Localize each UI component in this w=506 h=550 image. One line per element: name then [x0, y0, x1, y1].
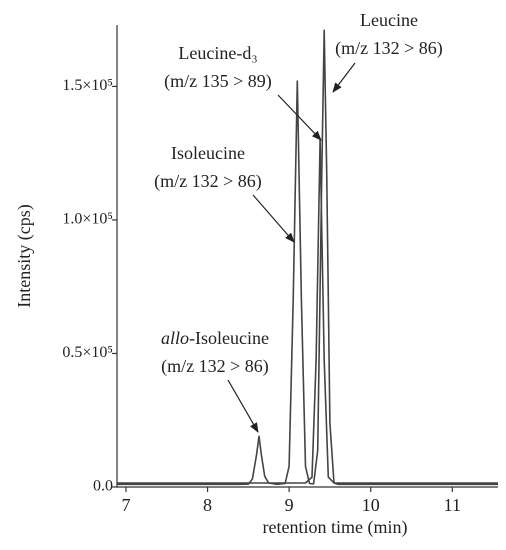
annotation-transition: (m/z 132 > 86) — [154, 171, 262, 192]
trace — [117, 139, 498, 484]
x-tick-label: 7 — [121, 495, 130, 515]
annotation-italic: allo — [161, 328, 189, 348]
x-tick-label: 9 — [285, 495, 294, 515]
y-tick-label: 1.0×10⁵ — [62, 211, 113, 228]
y-tick-label: 0.0 — [93, 478, 113, 495]
annotation-label: allo-Isoleucine — [161, 328, 269, 348]
annotation-arrow — [252, 194, 295, 243]
x-tick-label: 10 — [362, 495, 380, 515]
trace — [117, 29, 498, 486]
annotation-transition: (m/z 132 > 86) — [335, 38, 443, 59]
annotation-name: Leucine-d₃ — [178, 43, 257, 63]
annotation-name: -Isoleucine — [189, 328, 269, 348]
y-axis-label: Intensity (cps) — [14, 204, 35, 307]
annotation-arrow — [277, 94, 322, 141]
x-tick-label: 8 — [203, 495, 212, 515]
annotation-name: Isoleucine — [171, 143, 245, 163]
annotation-name: Leucine — [360, 10, 418, 30]
annotation-transition: (m/z 132 > 86) — [161, 356, 269, 377]
x-axis-label: retention time (min) — [263, 517, 408, 538]
x-tick-label: 11 — [444, 495, 461, 515]
annotation-arrow — [332, 62, 356, 93]
annotation-label: Leucine — [360, 10, 418, 30]
annotation-transition: (m/z 135 > 89) — [164, 71, 272, 92]
y-tick-label: 0.5×10⁵ — [62, 344, 113, 361]
annotation-label: Isoleucine — [171, 143, 245, 163]
annotation-label: Leucine-d₃ — [178, 43, 257, 63]
y-tick-label: 1.5×10⁵ — [62, 77, 113, 94]
annotation-arrow — [227, 379, 259, 433]
